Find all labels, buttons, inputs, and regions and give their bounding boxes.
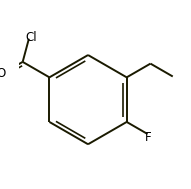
Text: O: O: [0, 67, 5, 80]
Text: Cl: Cl: [26, 31, 37, 44]
Text: F: F: [145, 131, 152, 144]
